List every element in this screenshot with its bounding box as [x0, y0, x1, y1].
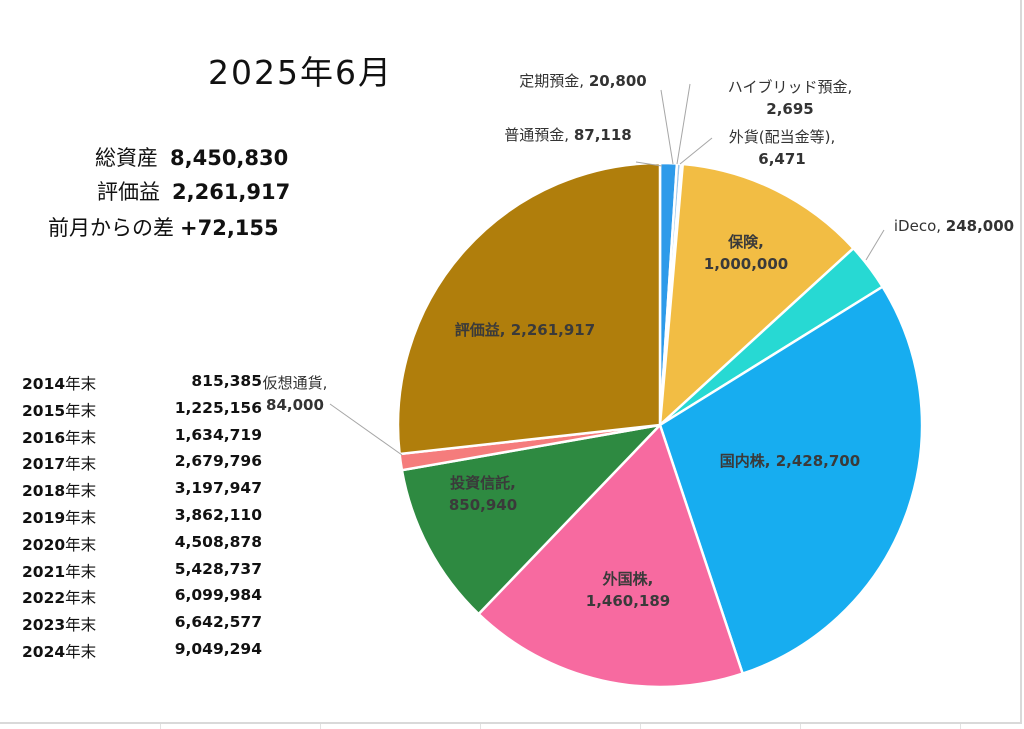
slice-label: 定期預金, 20,800	[519, 72, 646, 90]
summary-value: 2,261,917	[172, 180, 291, 204]
summary-value: +72,155	[180, 216, 279, 240]
history-row: 2024年末 9,049,294	[22, 640, 262, 667]
slice-label-name: 外貨(配当金等),	[729, 128, 835, 146]
history-year: 2018	[22, 482, 66, 501]
leader-line	[865, 229, 885, 261]
leader-line	[676, 83, 691, 165]
pie-slice[interactable]	[658, 285, 924, 676]
history-row: 2018年末 3,197,947	[22, 479, 262, 506]
history-year: 2014	[22, 375, 66, 393]
leader-line	[660, 89, 674, 165]
history-amount: 6,099,984	[174, 586, 262, 605]
slice-label-name: 外国株,	[602, 570, 654, 588]
slice-label: iDeco, 248,000	[894, 217, 1014, 235]
leader-line	[679, 137, 713, 165]
history-suffix: 年末	[65, 535, 97, 554]
history-amount: 4,508,878	[174, 532, 262, 551]
history-year: 2017	[22, 455, 66, 474]
summary-monthly-diff: 前月からの差 +72,155	[48, 212, 279, 242]
summary-label: 前月からの差	[48, 216, 174, 240]
summary-value: 8,450,830	[170, 146, 289, 170]
slice-label-name: 投資信託,	[450, 474, 516, 492]
history-amount: 2,679,796	[174, 452, 262, 471]
slice-label: 普通預金, 87,118	[504, 126, 631, 144]
history-row: 2019年末 3,862,110	[22, 506, 262, 533]
history-suffix: 年末	[65, 508, 97, 527]
slice-label-value: 84,000	[266, 396, 324, 414]
history-suffix: 年末	[65, 375, 97, 393]
history-amount: 3,862,110	[174, 505, 262, 524]
slice-label-name: 仮想通貨,	[263, 374, 328, 392]
history-amount: 6,642,577	[174, 613, 262, 632]
summary-total-assets: 総資産 8,450,830	[95, 142, 288, 172]
history-suffix: 年末	[65, 428, 97, 447]
summary-label: 総資産	[95, 146, 158, 170]
history-row: 2021年末 5,428,737	[22, 560, 262, 587]
slice-label: 国内株, 2,428,700	[720, 452, 860, 470]
pie-slice[interactable]	[396, 161, 662, 456]
slice-label-value: 2,695	[766, 100, 813, 118]
history-amount: 1,225,156	[174, 398, 262, 417]
slice-label-value: 6,471	[758, 150, 805, 168]
slice-label: 評価益, 2,261,917	[455, 321, 595, 339]
slice-label-value: 1,460,189	[586, 592, 670, 610]
history-suffix: 年末	[65, 401, 97, 420]
history-year: 2021	[22, 562, 66, 581]
history-year: 2022	[22, 589, 66, 608]
history-suffix: 年末	[65, 589, 97, 608]
slice-label-value: 850,940	[449, 496, 517, 514]
history-row: 2017年末 2,679,796	[22, 452, 262, 479]
history-row: 2015年末 1,225,156	[22, 399, 262, 426]
history-row: 2020年末 4,508,878	[22, 533, 262, 560]
history-suffix: 年末	[65, 562, 97, 581]
pie-slice[interactable]	[476, 422, 745, 689]
leader-line	[329, 403, 403, 456]
history-row: 2022年末 6,099,984	[22, 586, 262, 613]
history-suffix: 年末	[65, 616, 97, 635]
slice-label-name: 保険,	[727, 233, 764, 251]
history-year: 2019	[22, 508, 66, 527]
leader-line	[635, 161, 663, 167]
history-year: 2020	[22, 535, 66, 554]
history-year: 2024	[22, 642, 66, 661]
history-row: 2023年末 6,642,577	[22, 613, 262, 640]
history-amount: 3,197,947	[174, 479, 262, 498]
history-amount: 815,385	[191, 372, 262, 390]
pie-slice[interactable]	[400, 423, 664, 616]
summary-label: 評価益	[97, 180, 160, 204]
slice-label-name: ハイブリッド預金,	[728, 78, 852, 96]
history-row: 2016年末 1,634,719	[22, 426, 262, 453]
summary-unrealized-gain: 評価益 2,261,917	[97, 176, 290, 206]
history-suffix: 年末	[65, 642, 97, 661]
history-amount: 1,634,719	[174, 425, 262, 444]
history-suffix: 年末	[65, 455, 97, 474]
history-year: 2016	[22, 428, 66, 447]
history-amount: 9,049,294	[174, 639, 262, 658]
history-year: 2023	[22, 616, 66, 635]
history-row: 2014年末 815,385	[22, 372, 262, 399]
slice-label-value: 1,000,000	[704, 255, 788, 273]
pie-slice[interactable]	[658, 162, 856, 429]
history-table: 2014年末 815,385 2015年末 1,225,156 2016年末 1,63…	[22, 372, 262, 667]
history-amount: 5,428,737	[174, 559, 262, 578]
history-suffix: 年末	[65, 482, 97, 501]
chart-title: 2025年6月	[208, 53, 393, 92]
history-year: 2015	[22, 401, 66, 420]
